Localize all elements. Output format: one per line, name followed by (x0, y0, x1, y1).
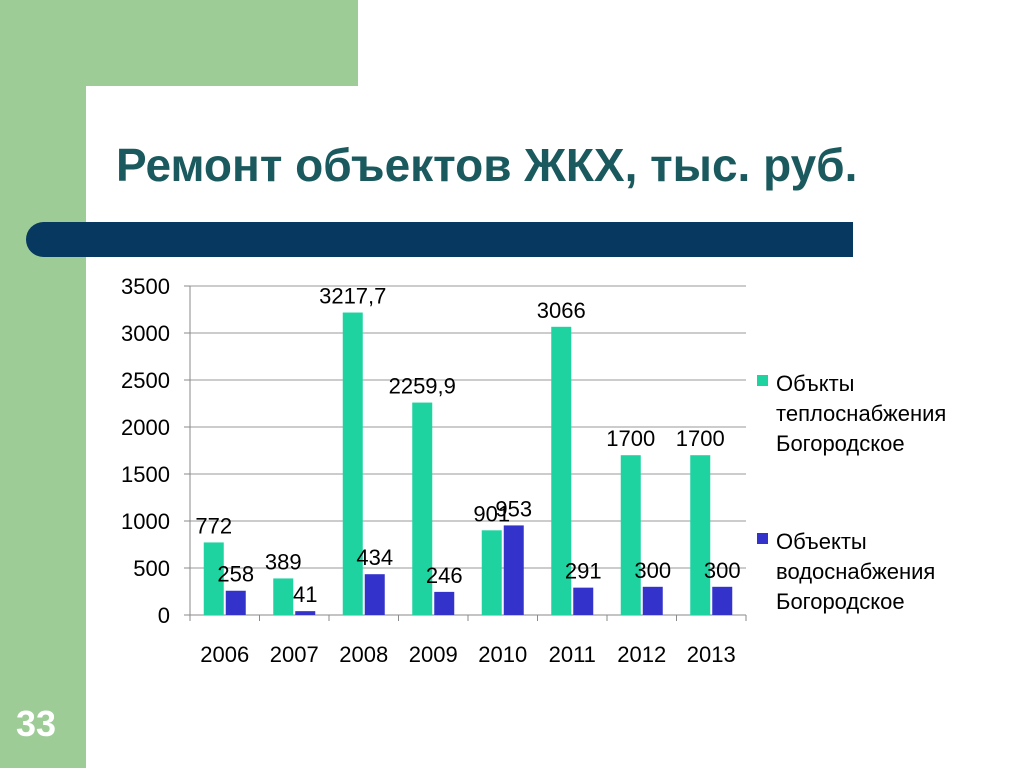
data-label: 246 (426, 563, 463, 588)
bar-series-1 (551, 326, 572, 615)
bar-series-1 (481, 530, 502, 615)
y-tick-label: 3000 (121, 321, 170, 346)
y-tick-label: 3500 (121, 274, 170, 299)
x-tick-label: 2006 (200, 642, 249, 667)
chart-axes: 0 500 1000 1500 2000 2500 3000 3500 2006 2007 2008… (121, 274, 747, 667)
bar-series-2 (642, 586, 663, 615)
data-label: 2259,9 (389, 374, 456, 399)
bar-series-2 (434, 591, 455, 615)
bar-series-1 (203, 542, 224, 615)
slide-title: Ремонт объектов ЖКХ, тыс. руб. (116, 139, 858, 191)
legend-label: теплоснабжения (776, 401, 946, 426)
data-label: 41 (293, 582, 317, 607)
chart-bars (203, 312, 733, 615)
data-label: 434 (356, 545, 393, 570)
bar-series-1 (690, 455, 711, 615)
bar-series-1 (273, 578, 294, 615)
x-tick-label: 2008 (339, 642, 388, 667)
legend-swatch (757, 533, 768, 544)
legend-label: Богородское (776, 589, 905, 614)
background-green-left (0, 0, 86, 768)
x-tick-label: 2010 (478, 642, 527, 667)
x-tick-label: 2011 (549, 642, 596, 667)
x-tick-label: 2009 (409, 642, 458, 667)
x-tick-label: 2013 (687, 642, 736, 667)
chart-legend: Объкты теплоснабжения Богородское Объекты во… (757, 371, 946, 614)
y-tick-label: 2000 (121, 415, 170, 440)
data-label: 291 (565, 559, 602, 584)
bar-series-2 (573, 587, 594, 615)
x-tick-label: 2012 (617, 642, 666, 667)
data-label: 300 (704, 558, 741, 583)
data-label: 300 (634, 558, 671, 583)
data-label: 1700 (606, 426, 655, 451)
background-green-top (0, 0, 358, 86)
y-tick-label: 1000 (121, 509, 170, 534)
y-tick-label: 2500 (121, 368, 170, 393)
legend-label: водоснабжения (776, 559, 935, 584)
bar-series-1 (412, 402, 433, 615)
bar-series-2 (364, 574, 385, 615)
legend-label: Объкты (776, 371, 855, 396)
data-label: 953 (495, 496, 532, 521)
y-tick-label: 1500 (121, 462, 170, 487)
data-label: 258 (217, 562, 254, 587)
bar-series-2 (225, 590, 246, 615)
bar-series-1 (620, 455, 641, 615)
data-label: 3217,7 (319, 284, 386, 309)
title-underline-band (26, 222, 853, 257)
legend-label: Объекты (776, 529, 867, 554)
bar-series-2 (503, 525, 524, 615)
data-label: 901 (473, 501, 510, 526)
bar-series-1 (342, 312, 363, 615)
legend-swatch (757, 375, 768, 386)
data-label: 772 (195, 513, 232, 538)
bar-series-2 (712, 586, 733, 615)
data-label: 1700 (676, 426, 725, 451)
data-label: 389 (265, 549, 302, 574)
x-tick-label: 2007 (270, 642, 319, 667)
y-tick-label: 500 (133, 556, 170, 581)
bar-series-2 (295, 611, 316, 615)
chart-data-labels: 772 389 3217,7 2259,9 901 3066 1700 1700 258 41 43… (195, 284, 740, 608)
data-label: 3066 (537, 298, 586, 323)
chart-grid (190, 285, 746, 569)
page-number: 33 (16, 703, 57, 744)
legend-label: Богородское (776, 431, 905, 456)
y-tick-label: 0 (158, 603, 170, 628)
